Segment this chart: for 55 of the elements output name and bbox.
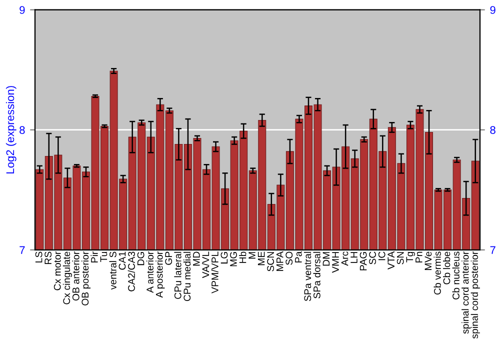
x-tick-label: DG: [137, 252, 144, 266]
x-tick-label: SN: [396, 252, 404, 264]
y2-tick-label: 8: [490, 126, 496, 134]
x-tick-label: A anterior: [146, 251, 154, 293]
x-tick-label: SPa dorsal: [313, 252, 320, 298]
x-tick-label: MPA: [276, 251, 284, 271]
x-tick-label: Pn: [416, 252, 422, 262]
x-tick-label: M: [248, 252, 256, 259]
x-tick-label: PAG: [360, 252, 367, 270]
x-tick-label: Arc: [341, 252, 348, 266]
x-tick-label: VMH: [332, 252, 339, 273]
x-tick-label: ME: [258, 252, 265, 266]
x-tick-label: OB anterior: [72, 251, 80, 301]
x-tick-label: MVe: [424, 252, 432, 270]
x-tick-label: LG: [220, 252, 228, 264]
x-tick-label: CA2/CA3: [128, 252, 135, 292]
y-tick-label: 9: [20, 6, 25, 14]
x-tick-label: spinal cord posterior: [470, 251, 480, 339]
y-axis-title: Log2 (expression): [6, 86, 16, 174]
x-tick-label: SC: [369, 252, 376, 264]
x-tick-label: VA/VL: [202, 252, 210, 278]
x-tick-label: Pa: [295, 251, 302, 262]
x-tick-label: Hb: [239, 252, 246, 263]
x-tick-label: MD: [193, 252, 200, 266]
x-tick-label: Cx motor: [54, 251, 61, 290]
y2-tick-label: 9: [490, 6, 496, 14]
x-tick-label: GP: [165, 252, 172, 265]
x-tick-label: RS: [44, 252, 52, 264]
x-tick-label: OB posterior: [81, 251, 91, 306]
x-tick-label: VPM/VPL: [211, 252, 218, 294]
x-tick-label: Pir: [90, 251, 98, 262]
x-tick-label: LS: [35, 252, 42, 262]
x-tick-label: Cb lobe: [443, 252, 450, 284]
x-tick-label: CA1: [118, 252, 126, 270]
x-tick-label: MG: [230, 252, 237, 266]
y2-tick-label: 7: [490, 246, 496, 254]
x-tick-label: Cb nucleus: [452, 252, 460, 300]
x-tick-label: LH: [350, 252, 358, 263]
x-tick-label: CPu medial: [183, 252, 191, 302]
x-tick-label: Cb vermis: [434, 252, 441, 295]
x-tick-label: SO: [286, 252, 293, 265]
y-tick-label: 8: [20, 126, 25, 134]
x-tick-label: CPu lateral: [174, 252, 182, 299]
x-tick-label: IC: [378, 252, 386, 260]
x-tick-label: SPa ventral: [304, 252, 312, 302]
x-tick-label: spinal cord anterior: [462, 251, 471, 334]
x-tick-label: SCN: [267, 252, 274, 272]
x-tick-label: VTA: [388, 251, 394, 270]
y-tick-label: 7: [20, 246, 25, 254]
x-tick-label: Tu: [100, 252, 108, 262]
x-tick-label: Cx cingulate: [62, 252, 72, 304]
x-tick-label: ventral S: [109, 252, 116, 290]
x-tick-label: A posterior: [156, 251, 165, 298]
x-tick-label: DM: [322, 252, 330, 266]
x-tick-label: Tg: [406, 252, 415, 262]
